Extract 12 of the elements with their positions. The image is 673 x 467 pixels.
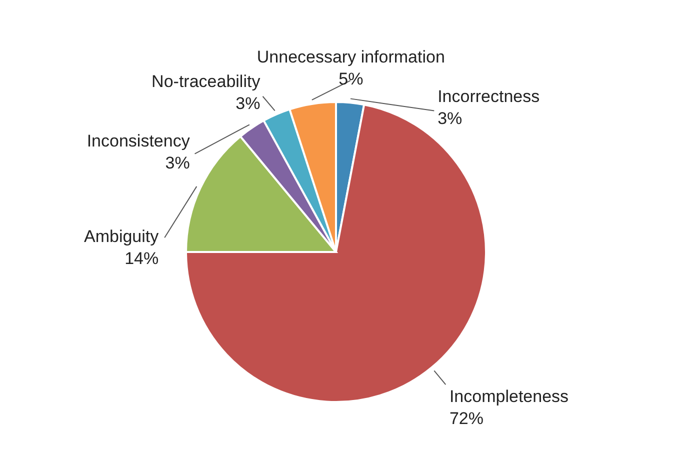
slice-label: No-traceability [152,72,261,91]
data-label: 14% [124,249,159,268]
slice-label: Ambiguity [84,227,160,246]
data-label: 72% [449,409,484,428]
slice-label: Incompleteness [449,387,569,406]
data-label: 3% [438,108,462,128]
slice-label: Unnecessary information [256,48,445,67]
data-label: 3% [165,153,190,172]
data-label: 5% [338,70,364,89]
data-label: 3% [236,94,260,113]
slice-label: Inconsistency [86,131,190,150]
slice-label: Incorrectness [438,86,540,106]
